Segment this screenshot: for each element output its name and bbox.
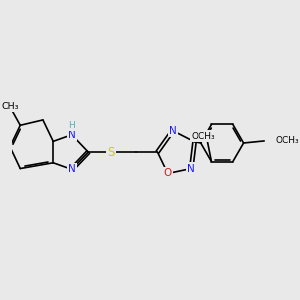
Text: H: H <box>68 121 75 130</box>
Text: N: N <box>188 164 195 173</box>
Text: OCH₃: OCH₃ <box>276 136 299 146</box>
Text: O: O <box>164 169 172 178</box>
Text: S: S <box>107 146 115 159</box>
Text: OCH₃: OCH₃ <box>191 131 215 140</box>
Text: N: N <box>169 126 177 136</box>
Text: N: N <box>68 130 76 140</box>
Text: N: N <box>68 164 76 174</box>
Text: CH₃: CH₃ <box>1 102 19 111</box>
